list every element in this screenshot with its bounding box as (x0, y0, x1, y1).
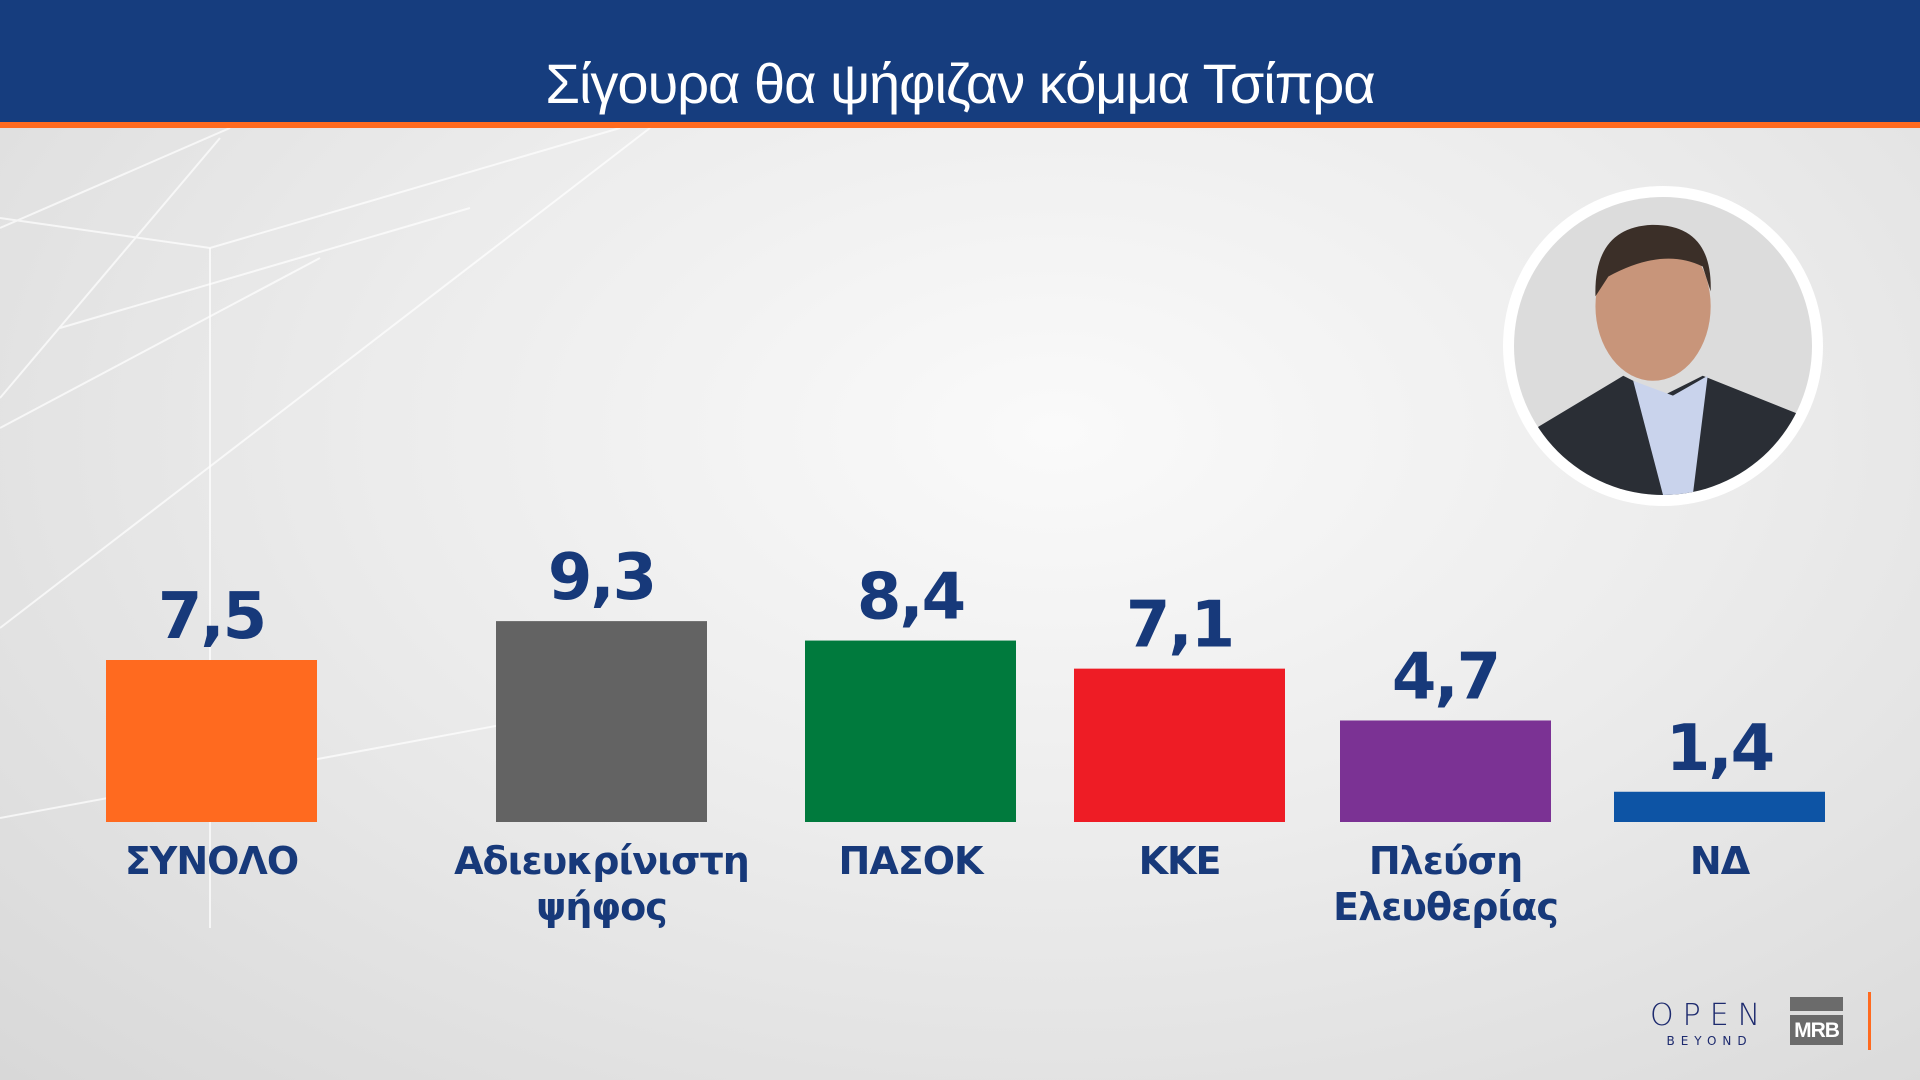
portrait-icon (1514, 197, 1812, 495)
value-label: 7,5 (158, 580, 265, 654)
bar (1340, 720, 1551, 822)
bar (1074, 668, 1285, 822)
mrb-logo: MRB (1790, 997, 1843, 1045)
accent-divider (1868, 992, 1871, 1050)
category-label: ψήφος (536, 885, 667, 929)
category-label: Ελευθερίας (1333, 885, 1558, 929)
portrait-photo (1503, 186, 1823, 506)
value-label: 9,3 (548, 541, 655, 615)
value-label: 4,7 (1392, 640, 1499, 714)
header-accent-line (0, 122, 1920, 128)
open-beyond-logo: OPEN BEYOND (1650, 998, 1770, 1049)
category-label: ΝΔ (1690, 839, 1751, 883)
page-title: Σίγουρα θα ψήφιζαν κόμμα Τσίπρα (545, 52, 1375, 115)
category-label: ΚΚΕ (1139, 839, 1221, 883)
category-label: ΣΥΝΟΛΟ (125, 839, 298, 883)
category-label: ΠΑΣΟΚ (839, 839, 985, 883)
header-bar (0, 0, 1920, 122)
bar (1614, 791, 1825, 822)
category-label: Πλεύση (1369, 839, 1522, 883)
value-label: 1,4 (1666, 712, 1773, 786)
bar (496, 621, 707, 822)
bar (106, 660, 317, 822)
category-label: Αδιευκρίνιστη (454, 839, 749, 883)
bar (805, 640, 1016, 822)
value-label: 7,1 (1126, 589, 1233, 663)
value-label: 8,4 (857, 561, 964, 635)
